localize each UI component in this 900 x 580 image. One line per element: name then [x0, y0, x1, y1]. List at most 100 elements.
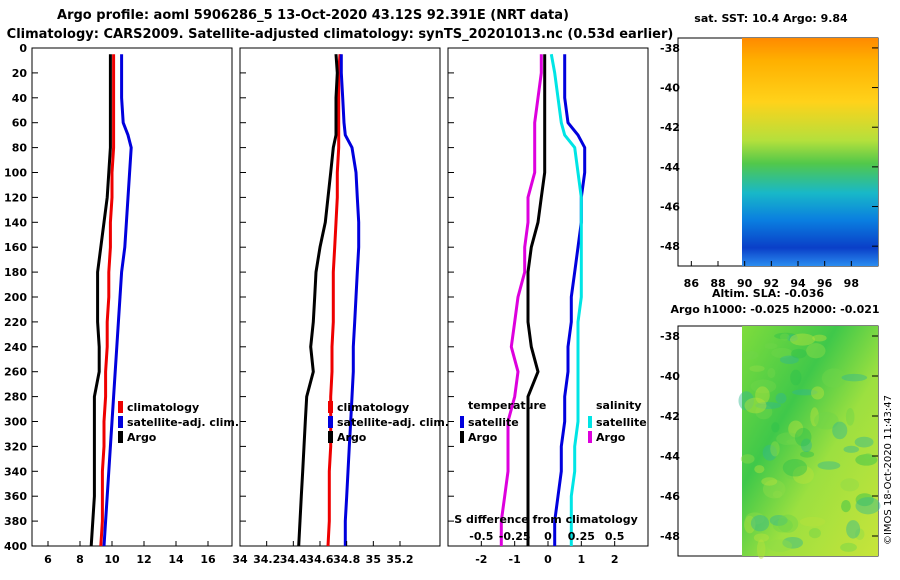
legend-label-temp-satellite: satellite — [468, 416, 519, 429]
x-tick-label: 34.4 — [280, 553, 307, 566]
lon-tick-label: 86 — [684, 277, 700, 290]
depth-tick-label: 240 — [4, 341, 27, 354]
map-texture-blob — [800, 451, 815, 458]
map-texture-blob — [770, 441, 780, 457]
x-tick-label: 16 — [200, 553, 216, 566]
series-line-satellite-adj-clim- — [339, 54, 361, 546]
salinity-diff-tick-label: -0.25 — [499, 530, 531, 543]
map-texture-blob — [790, 369, 802, 386]
figure-title-line1: Argo profile: aoml 5906286_5 13-Oct-2020… — [57, 8, 569, 23]
depth-tick-label: 260 — [4, 366, 27, 379]
map-texture-blob — [841, 499, 851, 513]
x-tick-label: 8 — [76, 553, 84, 566]
salinity-difference-ticks: -0.5 -0.25 0 0.25 0.5 — [469, 530, 624, 543]
depth-axis: 0 20 40 60 80 100 120 140 160 180 200 220 240 260 280 3… — [4, 42, 27, 553]
lat-tick-label: -46 — [660, 490, 680, 503]
sla-map-subtitle: Argo h1000: -0.025 h2000: -0.021 — [670, 303, 879, 316]
map-texture-blob — [761, 477, 778, 486]
map-texture-blob — [786, 334, 798, 342]
depth-tick-label: 380 — [4, 515, 27, 528]
lat-tick-label: -42 — [660, 121, 680, 134]
salinity-diff-tick-label: 0 — [544, 530, 552, 543]
series-line-argo — [89, 54, 112, 547]
legend-label-sal-satellite: satellite — [596, 416, 647, 429]
map-texture-blob — [779, 355, 799, 365]
map-texture-blob — [779, 333, 790, 341]
map-texture-blob — [745, 512, 765, 525]
salinity-difference-axis-label: S difference from climatology — [454, 513, 638, 526]
map-texture-blob — [767, 367, 776, 379]
map-texture-blob — [744, 515, 756, 534]
legend-swatch-sal-satellite — [588, 416, 592, 428]
lon-tick-label: 90 — [737, 277, 753, 290]
map-texture-blob — [771, 422, 780, 433]
map-texture-blob — [762, 444, 777, 461]
depth-tick-label: 100 — [4, 167, 27, 180]
series-line-climatology — [99, 54, 116, 547]
lon-tick-label: 88 — [710, 277, 725, 290]
map-texture-blob — [800, 438, 812, 453]
map-texture-blob — [863, 453, 873, 460]
map-texture-blob — [792, 389, 818, 396]
map-texture-blob — [843, 445, 860, 453]
legend-label-argo: Argo — [337, 431, 367, 444]
map-texture-blob — [855, 497, 881, 515]
lat-tick-label: -44 — [660, 161, 680, 174]
map-texture-blob — [846, 520, 861, 539]
map-texture-blob — [775, 392, 787, 404]
salinity-diff-tick-label: 0.5 — [605, 530, 625, 543]
sla-map-title: Altim. SLA: -0.036 — [712, 287, 824, 300]
x-tick-label: 10 — [104, 553, 120, 566]
map-texture-blob — [855, 493, 874, 507]
legend-swatch-argo — [118, 431, 123, 443]
sla-map: Altim. SLA: -0.036 Argo h1000: -0.025 h2… — [660, 287, 881, 560]
map-texture-blob — [789, 333, 816, 346]
legend-swatch-satellite — [118, 416, 123, 428]
sst-map-title: sat. SST: 10.4 Argo: 9.84 — [694, 12, 848, 25]
map-texture-blob — [810, 407, 819, 427]
series-line-climatology — [326, 54, 342, 547]
depth-tick-label: 360 — [4, 490, 27, 503]
depth-tick-label: 200 — [4, 291, 27, 304]
map-texture-blob — [840, 478, 860, 492]
legend-swatch-argo — [328, 431, 333, 443]
series-line-salinity-argo — [499, 54, 543, 546]
salinity-diff-tick-label: 0.25 — [568, 530, 595, 543]
x-tick-label: -2 — [475, 553, 487, 566]
map-texture-blob — [812, 334, 827, 342]
x-tick-label: 34.8 — [333, 553, 360, 566]
map-texture-blob — [755, 404, 773, 420]
lat-tick-label: -48 — [660, 240, 680, 253]
depth-tick-label: 180 — [4, 266, 27, 279]
lon-tick-label: 94 — [790, 277, 806, 290]
legend-swatch-climatology — [118, 401, 123, 413]
legend-label-climatology: climatology — [337, 401, 409, 414]
legend-heading-salinity: salinity — [596, 399, 642, 412]
lon-tick-label: 92 — [764, 277, 779, 290]
lat-tick-label: -40 — [660, 370, 680, 383]
map-texture-blob — [817, 461, 841, 470]
temperature-panel: 6 8 10 12 14 16 climatology satellite-adj. cl… — [31, 47, 239, 566]
depth-tick-label: 60 — [12, 117, 28, 130]
series-line-temperature-argo — [526, 54, 547, 546]
salinity-legend: climatology satellite-adj. clim. Argo — [328, 401, 449, 444]
map-texture-blob — [771, 347, 793, 359]
map-texture-blob — [840, 542, 857, 552]
map-texture-blob — [782, 460, 802, 480]
depth-tick-label: 220 — [4, 316, 27, 329]
map-texture-blob — [782, 536, 804, 549]
legend-label-sal-argo: Argo — [596, 431, 626, 444]
figure-title-line2: Climatology: CARS2009. Satellite-adjuste… — [7, 27, 674, 42]
map-texture-blob — [774, 332, 798, 340]
lon-tick-label: 98 — [844, 277, 859, 290]
map-texture-blob — [750, 515, 770, 532]
map-texture-blob — [744, 397, 767, 414]
map-texture-blob — [786, 438, 810, 446]
x-tick-label: -1 — [509, 553, 521, 566]
map-texture-blob — [767, 539, 793, 552]
x-tick-label: 12 — [136, 553, 151, 566]
map-texture-blob — [772, 490, 783, 499]
map-texture-blob — [756, 539, 766, 560]
legend-swatch-temp-satellite — [460, 416, 464, 428]
